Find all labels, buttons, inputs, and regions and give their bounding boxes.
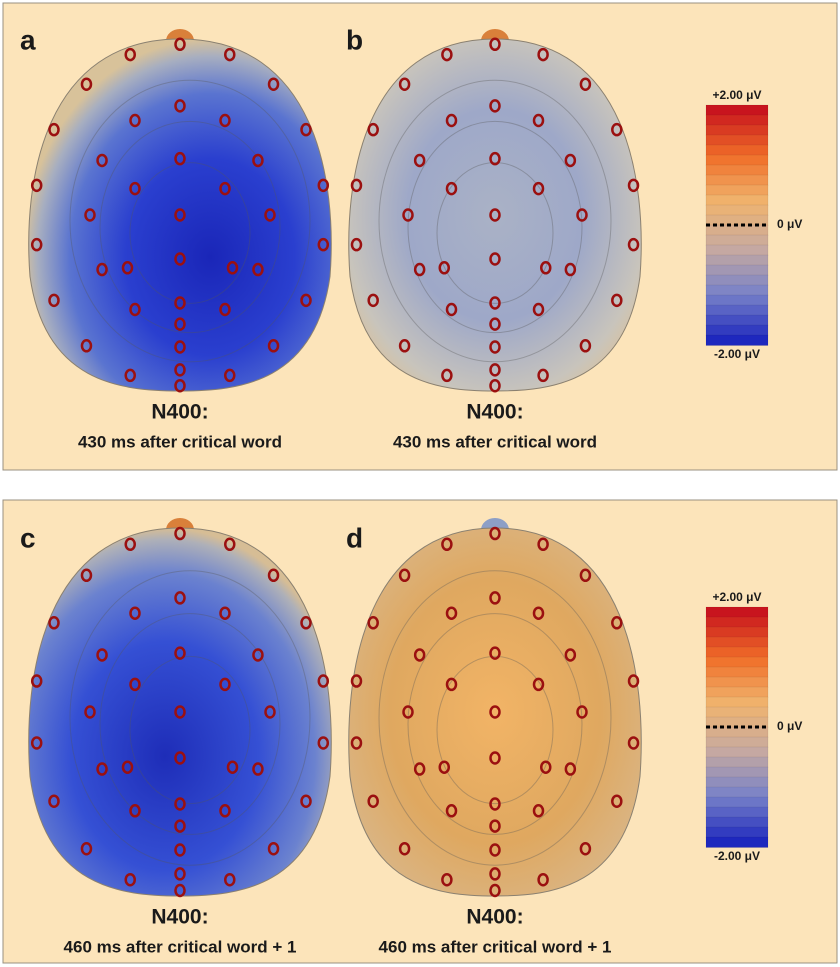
colorbar-step <box>706 667 768 678</box>
colorbar-step <box>706 727 768 738</box>
colorbar-step <box>706 335 768 346</box>
colorbar-step <box>706 325 768 336</box>
colorbar-step <box>706 837 768 848</box>
colorbar-step <box>706 165 768 176</box>
colorbar-step <box>706 105 768 116</box>
colorbar-step <box>706 787 768 798</box>
colorbar-step <box>706 305 768 316</box>
colorbar-step <box>706 607 768 618</box>
colorbar-step <box>706 205 768 216</box>
panel-label: d <box>346 522 363 553</box>
colorbar-step <box>706 817 768 828</box>
panel-title: N400: <box>466 401 523 424</box>
colorbar-zero: 0 μV <box>777 719 802 733</box>
colorbar-step <box>706 225 768 236</box>
colorbar-step <box>706 265 768 276</box>
colorbar-step <box>706 235 768 246</box>
colorbar-step <box>706 115 768 126</box>
colorbar-step <box>706 175 768 186</box>
head-map <box>29 528 332 896</box>
colorbar-step <box>706 295 768 306</box>
panel-caption: 430 ms after critical word <box>393 432 597 451</box>
colorbar-step <box>706 827 768 838</box>
colorbar-step <box>706 627 768 638</box>
colorbar-step <box>706 155 768 166</box>
colorbar-step <box>706 677 768 688</box>
head-map <box>29 39 332 391</box>
colorbar-step <box>706 807 768 818</box>
panel-caption: 430 ms after critical word <box>78 432 282 451</box>
colorbar-step <box>706 617 768 628</box>
colorbar-step <box>706 145 768 156</box>
colorbar-step <box>706 185 768 196</box>
colorbar-step <box>706 767 768 778</box>
panel-label: a <box>20 24 36 55</box>
colorbar-step <box>706 697 768 708</box>
panel-label: c <box>20 522 36 553</box>
panel-title: N400: <box>151 401 208 424</box>
colorbar-step <box>706 637 768 648</box>
colorbar-min: -2.00 μV <box>714 849 760 863</box>
colorbar-max: +2.00 μV <box>712 88 761 102</box>
head-map <box>349 528 641 896</box>
panel-caption: 460 ms after critical word + 1 <box>64 937 297 956</box>
colorbar-zero: 0 μV <box>777 217 802 231</box>
colorbar-step <box>706 275 768 286</box>
colorbar-step <box>706 757 768 768</box>
head-map <box>349 39 641 391</box>
colorbar-step <box>706 285 768 296</box>
colorbar-step <box>706 245 768 256</box>
colorbar-step <box>706 647 768 658</box>
panel-caption: 460 ms after critical word + 1 <box>379 937 612 956</box>
colorbar-step <box>706 195 768 206</box>
colorbar-max: +2.00 μV <box>712 590 761 604</box>
panel-title: N400: <box>466 906 523 929</box>
colorbar-step <box>706 657 768 668</box>
colorbar-step <box>706 777 768 788</box>
figure: a N400: 430 ms after critical word b N400: 43… <box>0 0 840 967</box>
colorbar-step <box>706 797 768 808</box>
panel-title: N400: <box>151 906 208 929</box>
colorbar-step <box>706 737 768 748</box>
colorbar-min: -2.00 μV <box>714 347 760 361</box>
colorbar-step <box>706 707 768 718</box>
colorbar-step <box>706 687 768 698</box>
colorbar-step <box>706 747 768 758</box>
colorbar-step <box>706 255 768 266</box>
colorbar-step <box>706 125 768 136</box>
panel-label: b <box>346 24 363 55</box>
colorbar-step <box>706 315 768 326</box>
colorbar-step <box>706 135 768 146</box>
